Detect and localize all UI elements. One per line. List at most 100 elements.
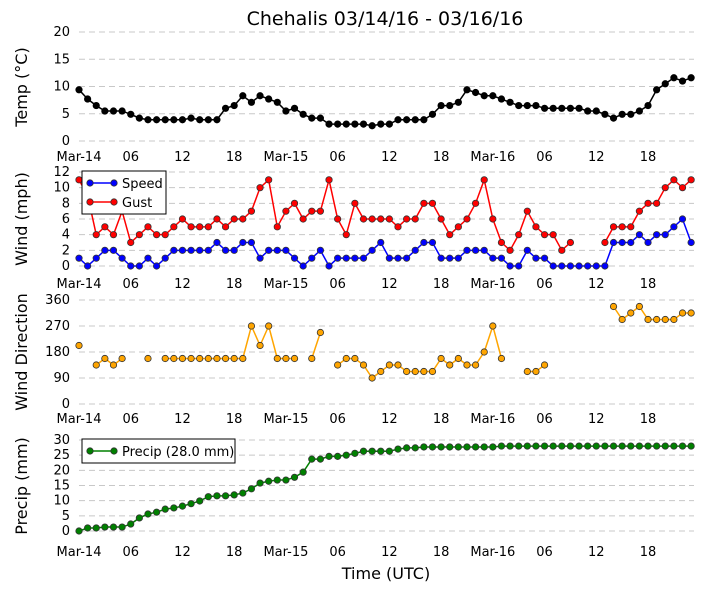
y-tick-label: 10 (53, 80, 70, 95)
direction-point (446, 361, 454, 369)
speed-point (256, 254, 264, 262)
temp-point (187, 114, 195, 122)
precip-point (196, 497, 204, 505)
y-tick-label: 0 (62, 134, 70, 149)
y-tick-label: 12 (53, 165, 70, 180)
x-tick-label: Mar-15 (263, 277, 308, 292)
gust-point (101, 223, 109, 231)
precip-point (661, 442, 669, 450)
direction-point (359, 361, 368, 369)
speed-point (687, 238, 695, 247)
temp-point (420, 116, 428, 124)
gust-point (489, 215, 497, 223)
precip-point (187, 500, 195, 508)
gust-point (265, 176, 273, 184)
gust-point (454, 223, 462, 231)
speed-point (204, 246, 212, 254)
temp-point (437, 101, 445, 110)
precip-point (221, 492, 230, 500)
direction-point (178, 354, 187, 363)
precip-point (670, 442, 678, 450)
x-tick-label: Mar-15 (263, 412, 308, 427)
direction-point (118, 354, 126, 363)
direction-point (316, 328, 325, 337)
legend-label: Precip (28.0 mm) (122, 445, 234, 460)
direction-point (282, 354, 290, 363)
x-tick-label: 06 (536, 150, 553, 165)
y-tick-label: 6 (62, 212, 70, 227)
gust-point (661, 184, 669, 192)
x-tick-label: 18 (433, 412, 450, 427)
speed-point (109, 246, 118, 254)
temp-point (601, 110, 609, 118)
direction-point (334, 361, 342, 369)
precip-point (601, 442, 609, 450)
direction-point (385, 361, 393, 369)
direction-point (463, 361, 471, 369)
precip-point (515, 442, 523, 450)
x-tick-label: 12 (588, 150, 605, 165)
x-tick-label: 06 (122, 545, 139, 560)
y-tick-label: 20 (53, 25, 70, 40)
y-tick-label: 270 (45, 319, 70, 334)
temp-point (385, 120, 393, 128)
precip-point (213, 492, 221, 500)
x-tick-label: 18 (226, 150, 243, 165)
temp-point (196, 116, 204, 124)
x-tick-label: 18 (433, 545, 450, 560)
temp-point (325, 120, 333, 128)
gust-point (653, 199, 661, 207)
temp-point (454, 98, 462, 106)
precip-point (239, 489, 247, 497)
legend-box (81, 170, 167, 215)
x-tick-label: 06 (536, 412, 553, 427)
speed-point (161, 254, 169, 262)
direction-point (403, 367, 411, 376)
speed-point (170, 246, 178, 254)
gust-point (342, 231, 350, 239)
direction-point (75, 341, 83, 350)
gust-point (161, 231, 169, 239)
gust-point (644, 199, 652, 207)
speed-point (101, 246, 109, 254)
temp-point (308, 114, 316, 122)
speed-point (575, 262, 583, 270)
legend-swatch-marker (86, 179, 94, 187)
y-tick-label: 5 (62, 509, 70, 524)
temp-point (403, 116, 411, 124)
gust-line (604, 178, 692, 243)
temp-point (627, 110, 635, 118)
direction-point (290, 354, 299, 363)
precip-point (644, 442, 652, 450)
precip-point (84, 524, 92, 532)
gust-point (523, 207, 531, 215)
temp-point (480, 92, 488, 100)
direction-point (540, 361, 549, 369)
gust-point (497, 238, 506, 247)
temp-point (489, 92, 497, 100)
precip-point (489, 443, 497, 451)
speed-point (592, 262, 600, 270)
legend-swatch-marker (86, 447, 94, 455)
direction-point (523, 367, 531, 376)
temp-point (92, 101, 100, 110)
temp-point (618, 110, 626, 118)
x-tick-label: 12 (381, 545, 398, 560)
precip-point (101, 523, 109, 531)
x-tick-label: 18 (640, 150, 657, 165)
direction-point (170, 354, 178, 363)
speed-point (584, 262, 592, 270)
y-tick-label: 20 (53, 463, 70, 478)
precip-point (420, 443, 428, 451)
gust-point (670, 176, 678, 184)
gust-point (515, 231, 523, 239)
x-tick-label: 12 (174, 412, 191, 427)
temp-point (256, 92, 264, 100)
gust-point (635, 207, 643, 215)
gust-point (540, 231, 549, 239)
gust-point (273, 223, 281, 231)
speed-point (618, 238, 626, 247)
temp-point (265, 95, 273, 103)
